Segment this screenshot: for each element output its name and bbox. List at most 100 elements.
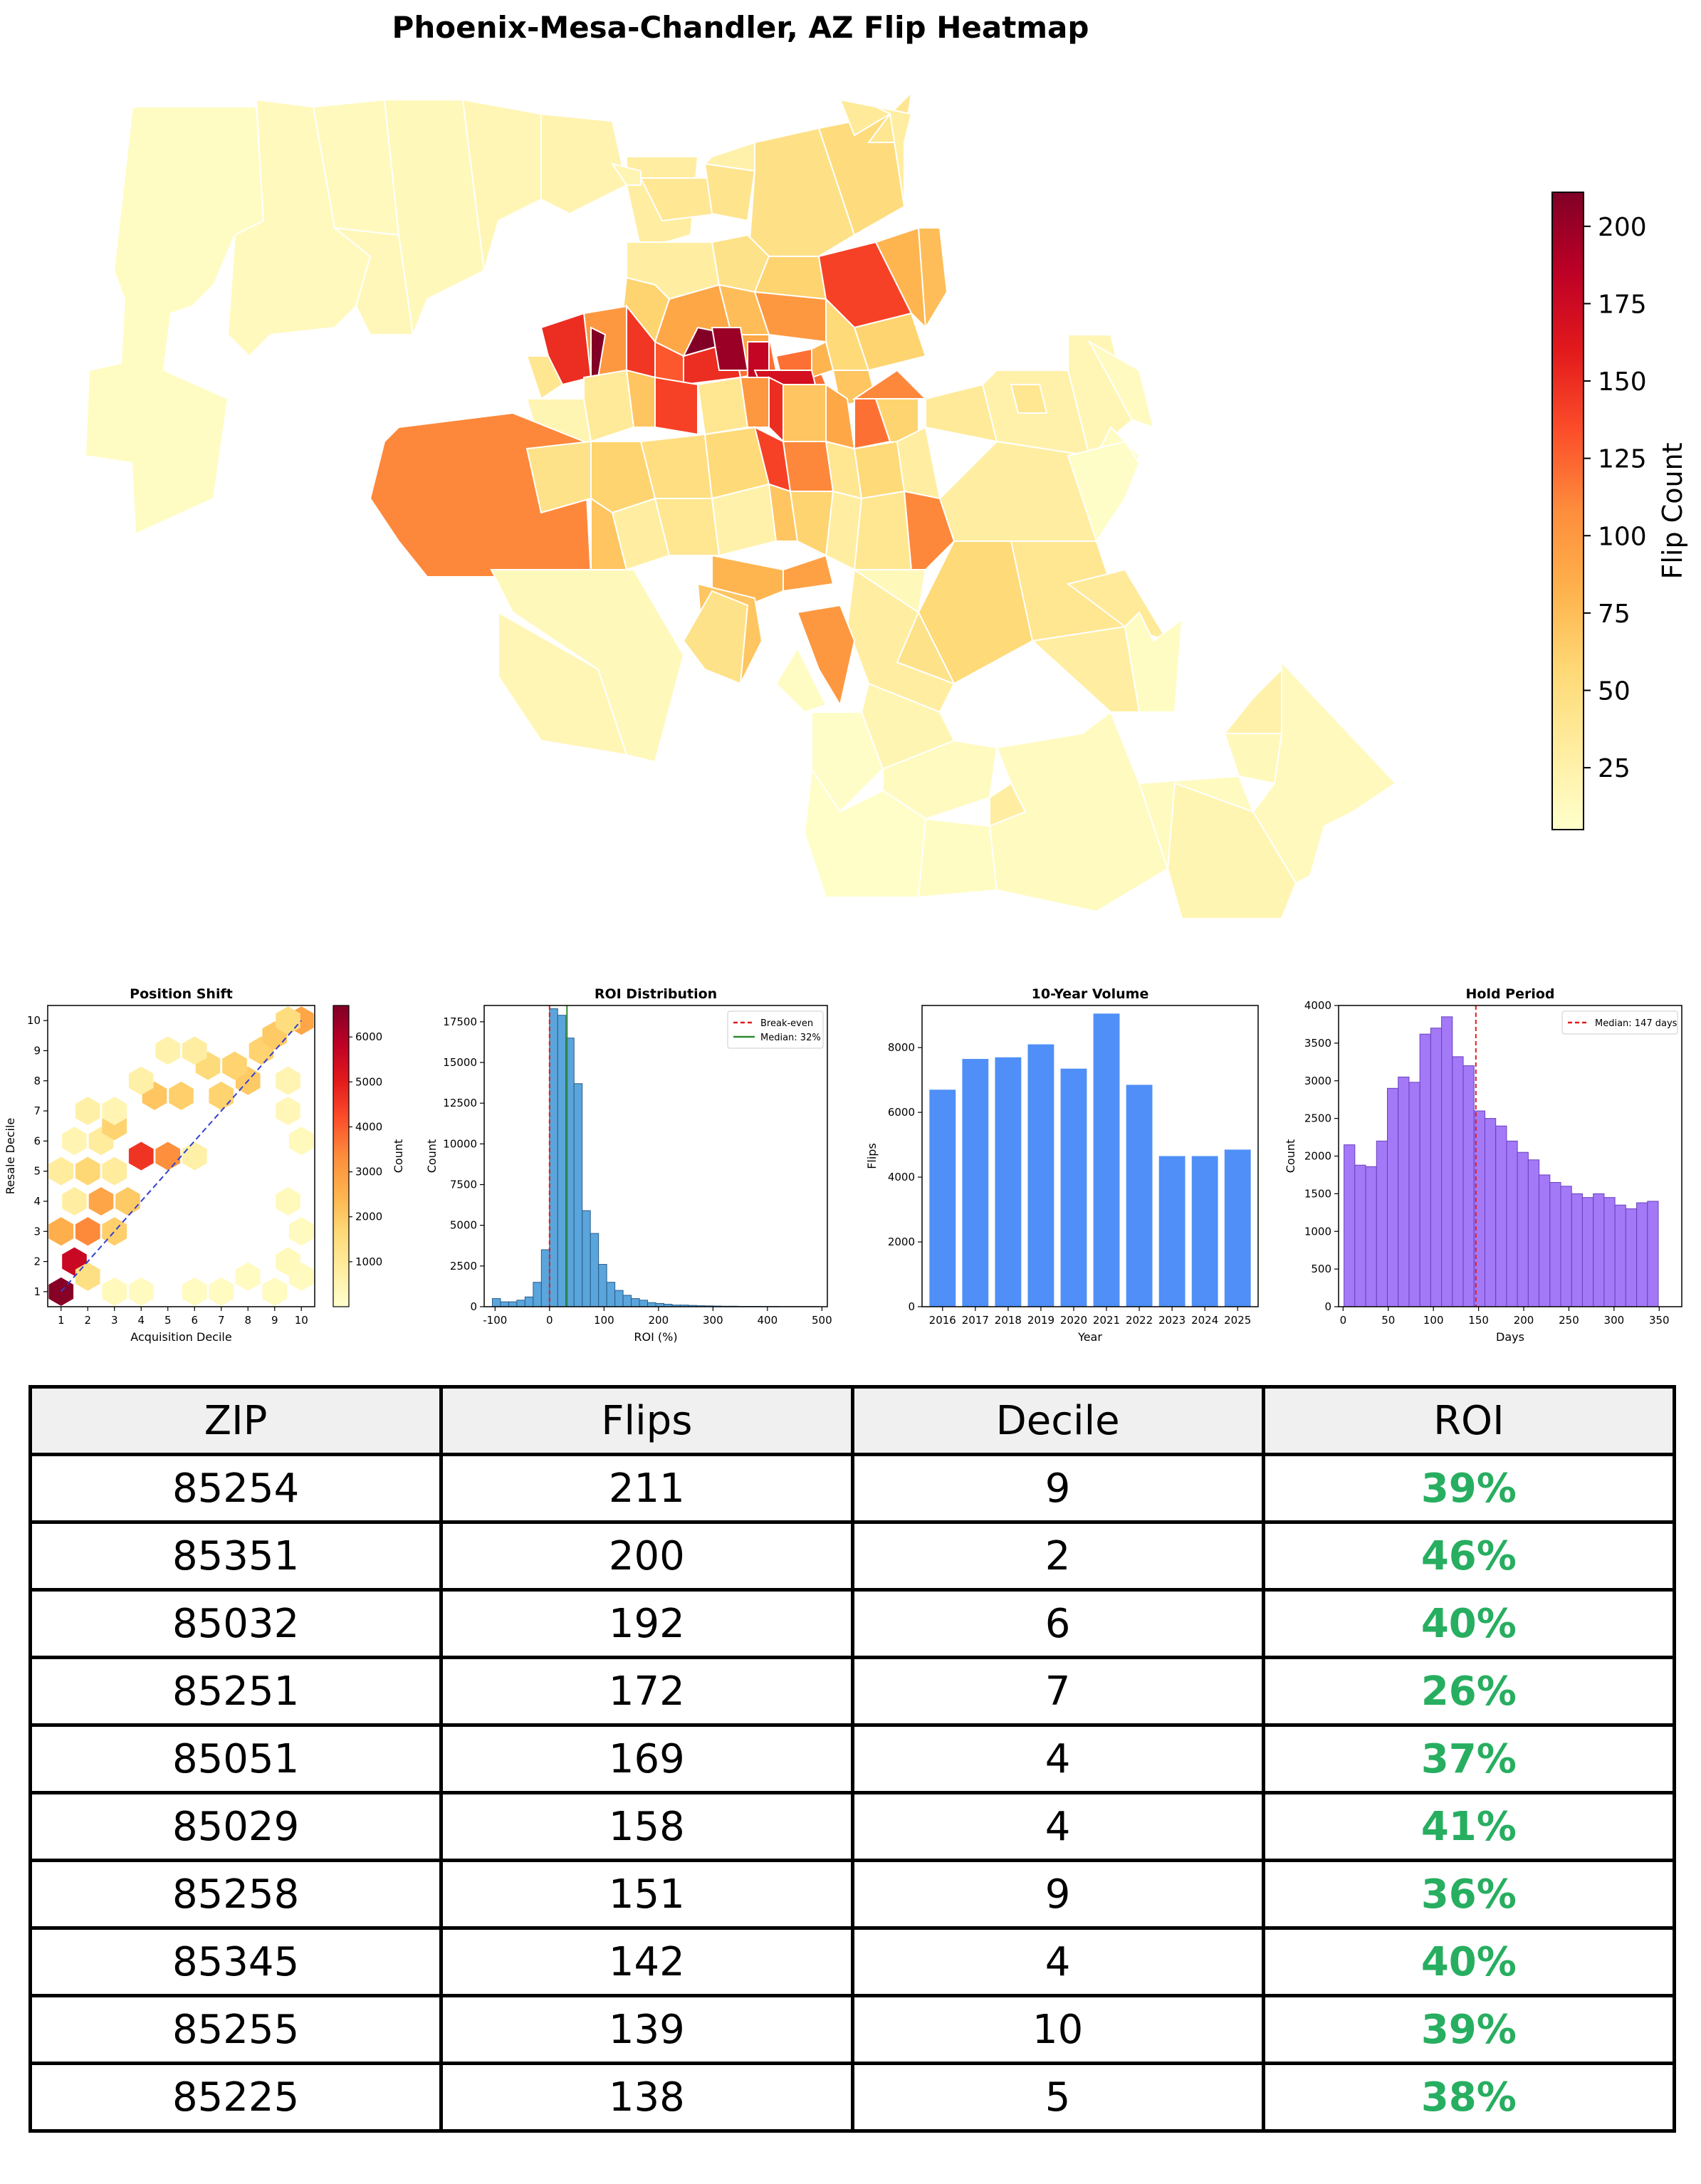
zip-region	[1067, 440, 1141, 543]
cell-zip: 85258	[28, 1859, 444, 1930]
cell-zip: 85255	[28, 1994, 444, 2065]
y-tick-label: 10	[27, 1014, 41, 1027]
zip-region	[775, 646, 827, 714]
zip-region	[853, 490, 913, 570]
y-tick-label: 3500	[1304, 1037, 1331, 1050]
hex-cell	[209, 1277, 234, 1306]
zip-region	[811, 711, 884, 813]
hex-cell	[128, 1277, 154, 1306]
x-tick-label: 2024	[1191, 1314, 1218, 1327]
y-tick-label: 2000	[888, 1235, 915, 1248]
legend-box	[727, 1010, 824, 1049]
y-tick-label: 7	[33, 1104, 41, 1117]
y-tick-label: 0	[908, 1300, 915, 1313]
hex-cell	[102, 1217, 127, 1246]
hold-bar	[1365, 1166, 1377, 1307]
hex-cell	[102, 1277, 127, 1306]
hold-bar	[1593, 1193, 1605, 1307]
chart-title: Position Shift	[130, 986, 233, 1002]
y-tick-label: 3	[33, 1225, 41, 1238]
cell-flips: 138	[439, 2062, 854, 2133]
hold-bar	[1636, 1202, 1648, 1307]
hex-cell	[75, 1217, 100, 1246]
hold-bar	[1614, 1204, 1626, 1307]
ten-year-volume-chart: 10-Year Volume 2016 2017 2018 2019 2020 2021 20…	[865, 986, 1259, 1344]
header-flips: Flips	[439, 1385, 854, 1456]
zip-region	[852, 369, 928, 399]
cell-flips: 158	[439, 1791, 854, 1862]
zip-region	[903, 490, 956, 570]
roi-bar	[647, 1302, 656, 1307]
hex-cell	[182, 1277, 207, 1306]
y-tick-label: 12500	[443, 1097, 477, 1109]
hold-bar	[1581, 1197, 1594, 1307]
y-axis-label: Count	[425, 1139, 439, 1174]
x-tick-label: 2025	[1224, 1314, 1251, 1327]
cell-flips: 151	[439, 1859, 854, 1930]
roi-bar	[606, 1282, 616, 1307]
zip-region	[711, 327, 749, 371]
x-tick-label: 2019	[1027, 1314, 1054, 1327]
x-tick-label: 4	[137, 1314, 145, 1327]
zip-region	[461, 98, 542, 271]
chart-title: ROI Distribution	[595, 986, 717, 1002]
hold-bar	[1517, 1151, 1529, 1307]
hold-bar	[1441, 1016, 1453, 1307]
hold-period-chart: Hold Period 0 50 100 150 200 250 300 350 Days 0 500…	[1284, 986, 1682, 1344]
cell-roi: 38%	[1261, 2062, 1677, 2133]
volume-bar	[1158, 1156, 1186, 1307]
x-tick-label: 9	[271, 1314, 278, 1327]
y-tick-label: 10000	[443, 1137, 477, 1150]
hold-bar	[1484, 1118, 1497, 1307]
colorbar-tick-label: 4000	[355, 1120, 382, 1133]
y-tick-label: 7500	[450, 1179, 477, 1191]
y-tick-label: 4000	[1304, 999, 1331, 1012]
roi-bins	[491, 1008, 820, 1307]
x-axis-label: ROI (%)	[634, 1330, 677, 1344]
roi-bar	[508, 1301, 518, 1307]
zip-region	[610, 162, 642, 186]
roi-bar	[639, 1300, 649, 1307]
x-axis-label: Days	[1496, 1330, 1524, 1344]
hex-cell	[169, 1081, 194, 1110]
zip-region	[583, 369, 635, 443]
x-tick-label: 2016	[929, 1314, 956, 1327]
flip-count-colorbar: 25 50 75 100 125 150 175 200 Flip Count	[1551, 192, 1688, 830]
y-tick-label: 15000	[443, 1056, 477, 1069]
roi-bar	[598, 1264, 607, 1307]
zip-region	[782, 441, 834, 492]
hex-cell	[276, 1187, 300, 1216]
x-tick-label: 1	[58, 1314, 65, 1327]
roi-bar	[622, 1295, 632, 1307]
x-tick-label: 150	[1468, 1314, 1489, 1327]
cell-flips: 192	[439, 1588, 854, 1659]
x-tick-label: -100	[483, 1314, 507, 1327]
zip-region-map	[84, 90, 1397, 919]
colorbar-tick-label: 2000	[355, 1211, 382, 1223]
y-tick-label: 6	[33, 1134, 41, 1147]
volume-bars	[929, 1013, 1251, 1307]
hold-bar	[1386, 1087, 1399, 1307]
volume-bar	[1191, 1156, 1218, 1307]
cell-decile: 6	[850, 1588, 1265, 1659]
plot-frame	[47, 1005, 315, 1307]
volume-bar	[1060, 1068, 1087, 1307]
x-tick-label: 3	[111, 1314, 118, 1327]
header-roi: ROI	[1261, 1385, 1677, 1456]
hex-cell	[48, 1217, 74, 1246]
x-tick-label: 300	[1604, 1314, 1625, 1327]
zip-region	[1087, 340, 1155, 429]
colorbar-tick-label: 50	[1598, 676, 1631, 706]
roi-bar	[533, 1282, 542, 1307]
x-tick-label: 2021	[1093, 1314, 1120, 1327]
hold-bar	[1354, 1164, 1366, 1307]
zip-region	[896, 426, 941, 500]
colorbar-tick-label: 75	[1598, 600, 1631, 629]
roi-bar	[631, 1298, 640, 1307]
cell-flips: 200	[439, 1520, 854, 1592]
colorbar-tick-label: 5000	[355, 1075, 382, 1088]
hex-cell	[276, 1066, 300, 1095]
legend-box	[1561, 1010, 1678, 1035]
y-axis-label: Count	[1284, 1139, 1297, 1174]
zip-region	[1223, 667, 1282, 734]
